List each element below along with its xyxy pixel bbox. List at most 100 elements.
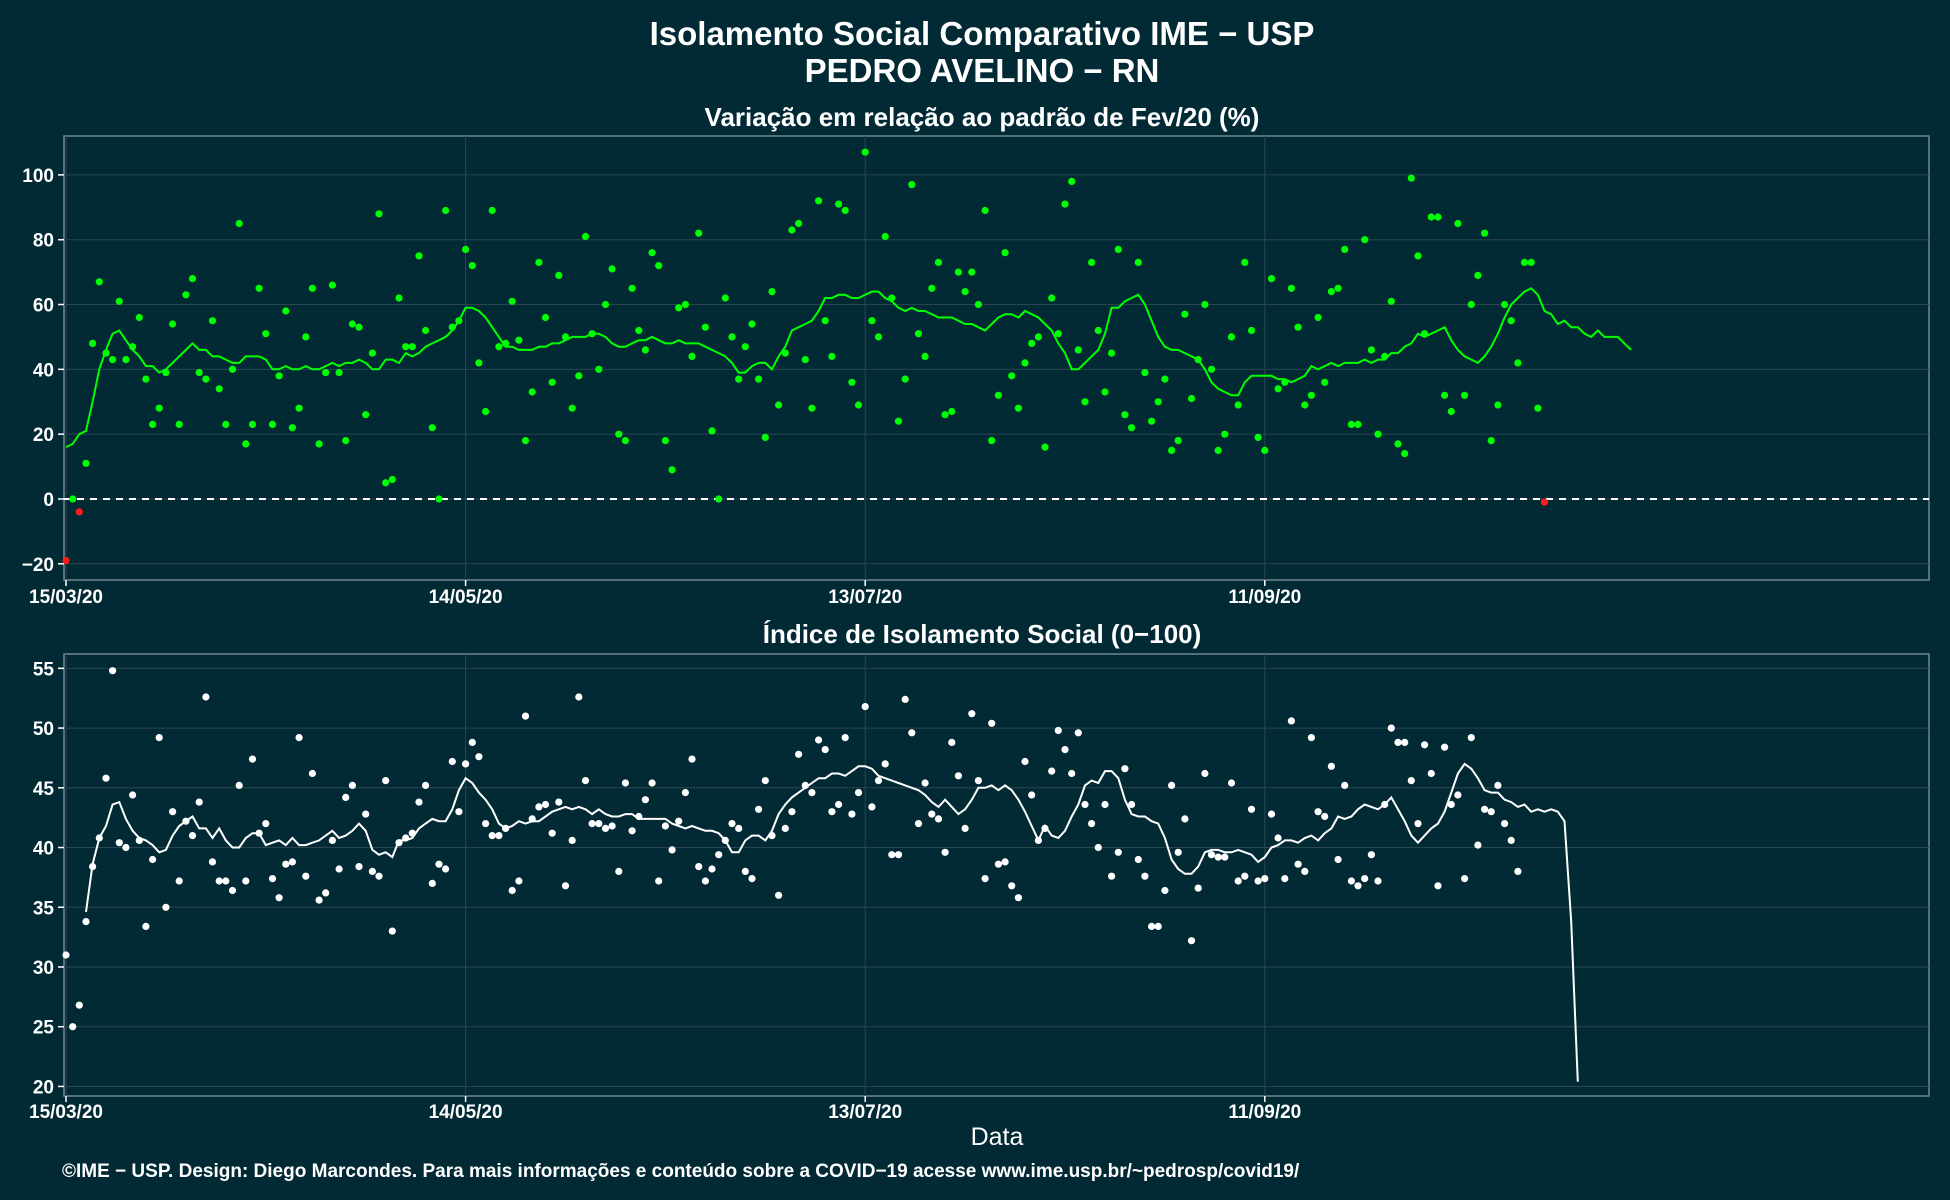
data-point [182,817,190,825]
data-point [342,437,350,445]
y-tick-label: 20 [33,1077,54,1098]
data-point [335,865,343,873]
data-point [375,872,383,880]
data-point [768,288,776,296]
data-point [448,757,456,766]
variation-points [62,148,1549,565]
data-point [1161,375,1169,383]
data-point [788,808,796,816]
data-point [968,268,976,276]
data-point [1214,853,1222,861]
data-point [435,495,443,503]
data-point [1247,805,1256,813]
data-point [255,284,263,292]
data-point [608,822,616,830]
data-point [615,867,623,876]
data-point [355,863,363,871]
x-tick-label: 13/07/20 [828,1102,902,1123]
data-point [1041,824,1049,833]
y-tick-label: 80 [33,231,54,252]
data-point [861,703,869,711]
data-point [1028,339,1036,347]
data-point [1520,258,1529,266]
data-point [828,808,836,816]
data-point [934,815,943,823]
data-point [102,349,110,357]
data-point [575,372,583,380]
data-point [242,440,250,448]
data-point [228,886,237,895]
data-point [215,385,223,393]
data-point [1014,404,1023,412]
data-point [1241,872,1249,880]
data-point [95,278,103,286]
data-point [1394,738,1402,747]
data-point [848,810,856,818]
data-point [448,323,456,331]
data-point [1048,294,1056,302]
data-point [375,210,383,218]
data-point [635,812,643,821]
data-point [661,437,670,445]
panel-variation: −20 0 20 40 60 80 100 15/03/20 14/05/20 13/07/20… [22,135,1930,608]
data-point [222,877,230,885]
data-point [462,760,470,768]
y-tick-label: 50 [33,719,54,740]
data-point [708,427,716,435]
data-point [1421,330,1429,338]
data-point [1108,872,1116,880]
data-point [348,320,356,328]
data-point [835,800,843,809]
data-point [1088,820,1096,828]
index-moving-average-line [85,762,1579,1082]
data-point [835,200,843,208]
data-point [1014,894,1023,902]
data-point [455,808,463,816]
data-point [328,281,336,289]
data-point [888,294,896,302]
data-point [821,317,829,325]
data-point [721,294,729,302]
data-point [1441,391,1449,399]
y-tick-label: 100 [22,166,54,187]
data-point [748,875,756,883]
data-point [1094,843,1102,852]
data-point [248,755,257,763]
data-point [728,333,736,341]
data-point [155,734,163,742]
data-point [1074,729,1082,737]
data-point [1414,252,1422,260]
data-point [1201,769,1209,778]
data-point [1294,860,1302,868]
data-point [302,872,310,880]
data-point [701,323,710,331]
data-point [1281,875,1289,883]
data-point [1434,882,1442,890]
y-tick-label: −20 [22,555,54,576]
data-point [1068,769,1076,778]
data-point [954,268,963,276]
data-point [541,313,550,322]
data-point [1161,886,1169,895]
data-point [1061,200,1069,208]
data-point [1181,815,1189,823]
data-point [275,372,283,380]
data-point [1068,177,1076,185]
data-point [1427,213,1435,221]
data-point [648,249,656,257]
data-point [1221,430,1229,438]
data-point [228,365,237,373]
data-point [921,352,929,360]
data-point [1474,271,1482,279]
data-point [495,832,503,840]
data-point [195,369,203,377]
data-point [748,320,756,328]
data-point [1534,404,1542,412]
data-point [1114,245,1122,253]
data-point [1361,236,1369,244]
panel2-gridlines [64,654,1929,1096]
data-point [142,922,150,931]
data-point [462,245,470,253]
data-point [1021,359,1029,367]
